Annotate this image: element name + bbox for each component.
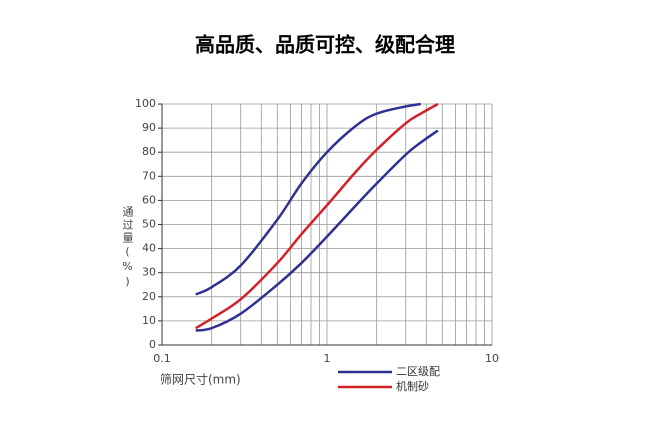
y-tick-label: 90: [142, 121, 156, 134]
chart-title: 高品质、品质可控、级配合理: [195, 33, 455, 57]
y-tick-label: 50: [142, 218, 156, 231]
data-line: [195, 129, 439, 332]
data-line: [195, 102, 439, 330]
legend-label: 二区级配: [396, 365, 440, 378]
y-tick-label: 80: [142, 145, 156, 158]
y-tick-label: 20: [142, 290, 156, 303]
legend-label: 机制砂: [396, 379, 429, 393]
y-tick-label: 100: [135, 97, 156, 110]
y-tick-label: 60: [142, 193, 156, 206]
x-tick-label: 1: [324, 352, 331, 365]
y-tick-label: 30: [142, 266, 156, 279]
y-tick-label: 70: [142, 169, 156, 182]
x-tick-label: 10: [485, 352, 499, 365]
y-tick-label: 10: [142, 314, 156, 327]
data-line: [195, 102, 421, 296]
y-axis-label: 通过量(%): [121, 206, 134, 290]
y-tick-label: 0: [149, 338, 156, 351]
x-axis-label: 筛网尺寸(mm): [160, 372, 241, 387]
y-tick-label: 40: [142, 242, 156, 255]
x-tick-label: 0.1: [153, 352, 171, 365]
